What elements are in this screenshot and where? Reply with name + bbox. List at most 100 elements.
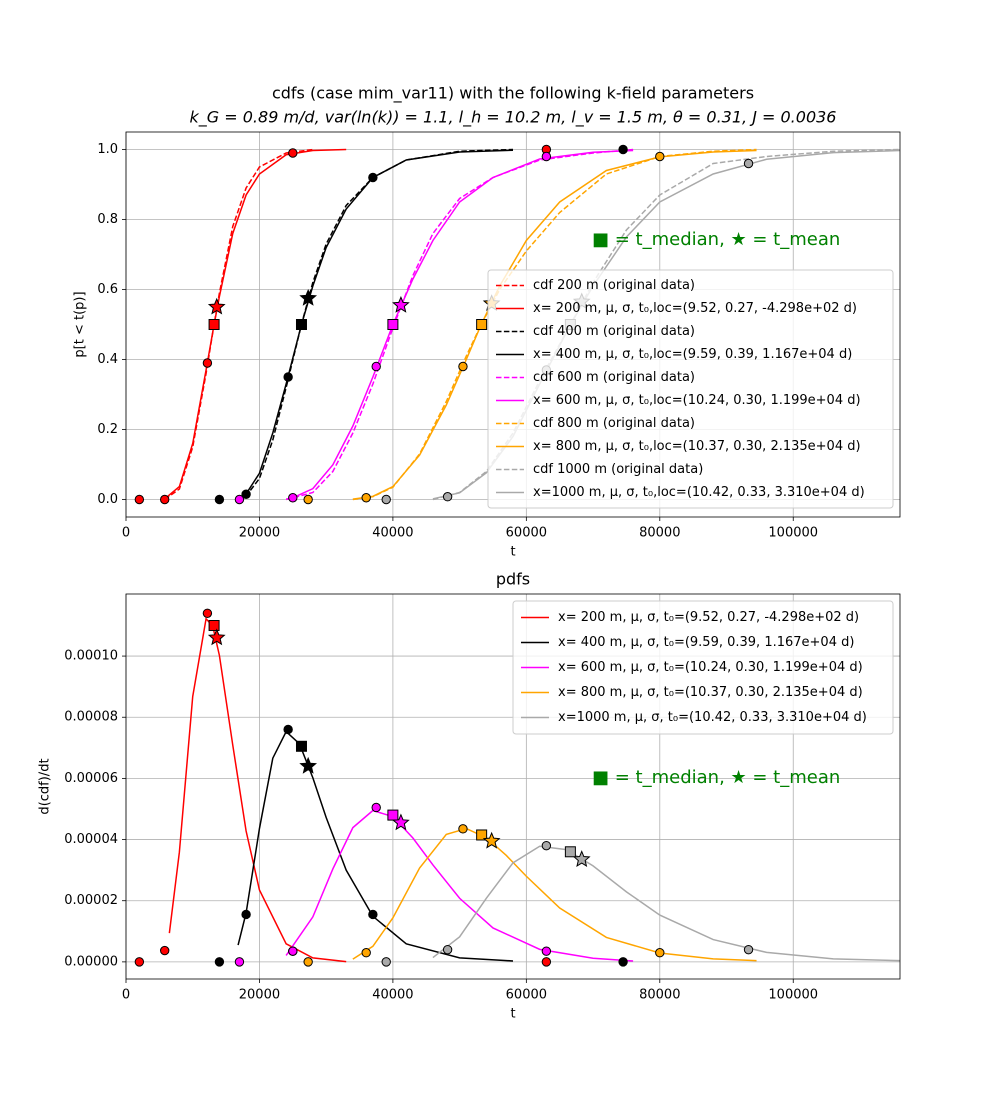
y-tick-label: 0.00006 [64, 771, 118, 786]
point-marker [214, 957, 225, 967]
x-tick-label: 80000 [639, 988, 680, 1003]
point-marker [283, 372, 293, 382]
point-marker [371, 361, 381, 372]
point-marker [368, 172, 378, 183]
point-marker [234, 494, 245, 505]
y-tick-label: 0.00008 [64, 710, 118, 725]
median-marker [208, 319, 220, 330]
axes-frame [125, 131, 901, 518]
point-marker [160, 494, 170, 505]
point-marker [655, 948, 665, 958]
point-marker [458, 361, 468, 372]
x-axis-label: t [510, 545, 515, 560]
mean-marker [572, 850, 591, 867]
legend-label: cdf 600 m (original data) [533, 370, 695, 385]
series-line [285, 809, 634, 962]
legend-box [512, 600, 894, 735]
x-tick-label: 80000 [639, 526, 680, 541]
point-marker [458, 824, 468, 834]
point-marker [283, 724, 293, 735]
legend-label: x= 800 m, μ, σ, t₀,loc=(10.37, 0.30, 2.1… [533, 439, 861, 454]
mean-marker [207, 628, 226, 646]
mean-marker [299, 288, 318, 306]
legend-label: x= 800 m, μ, σ, t₀=(10.37, 0.30, 2.135e+… [558, 685, 863, 700]
point-marker [303, 957, 313, 967]
point-marker [743, 944, 754, 955]
y-tick-label: 0.6 [97, 282, 118, 297]
x-tick-label: 40000 [372, 988, 413, 1003]
point-marker [241, 489, 251, 499]
point-marker [541, 946, 552, 956]
legend-label: x= 400 m, μ, σ, t₀=(9.59, 0.39, 1.167e+0… [558, 635, 854, 650]
point-marker [381, 957, 391, 967]
axes-frame [125, 593, 901, 980]
y-tick-label: 0.00000 [64, 954, 118, 969]
point-marker [303, 494, 313, 505]
median-marker [387, 319, 399, 330]
point-marker [361, 493, 371, 503]
point-marker [442, 944, 453, 955]
y-tick-label: 0.00004 [64, 832, 118, 847]
point-marker [134, 957, 145, 967]
series-line [237, 148, 514, 501]
median-marker [387, 809, 399, 821]
plot: cdfs (case mim_var11) with the following… [73, 84, 901, 560]
point-marker [618, 957, 628, 967]
legend-label: x= 200 m, μ, σ, t₀,loc=(9.52, 0.27, -4.2… [533, 301, 857, 316]
annotation: ■ = t_median, ★ = t_mean [592, 767, 840, 788]
x-tick-label: 100000 [768, 526, 818, 541]
point-marker [655, 151, 665, 162]
legend-label: cdf 400 m (original data) [533, 324, 695, 339]
series-line [237, 730, 514, 962]
point-marker [288, 148, 298, 158]
point-marker [618, 144, 628, 155]
series-line [432, 845, 900, 962]
y-axis-label: d(cdf)/dt [38, 758, 53, 814]
x-tick-label: 0 [122, 526, 130, 541]
x-tick-label: 60000 [506, 526, 547, 541]
point-marker [214, 494, 225, 505]
legend-label: x= 600 m, μ, σ, t₀=(10.24, 0.30, 1.199e+… [558, 660, 863, 675]
x-tick-label: 20000 [239, 526, 280, 541]
median-marker [208, 619, 220, 631]
mean-marker [482, 831, 501, 849]
series-line [237, 149, 514, 499]
chart-title: pdfs [496, 570, 530, 589]
mean-marker [392, 813, 410, 831]
point-marker [241, 909, 251, 920]
point-marker [202, 358, 213, 368]
point-marker [541, 151, 552, 162]
point-marker [541, 840, 552, 851]
y-tick-label: 1.0 [97, 142, 118, 157]
median-marker [295, 740, 307, 752]
legend-label: cdf 1000 m (original data) [533, 462, 703, 477]
legend-label: x= 600 m, μ, σ, t₀,loc=(10.24, 0.30, 1.1… [533, 393, 861, 408]
y-tick-label: 0.0 [97, 492, 118, 507]
legend-label: x= 400 m, μ, σ, t₀,loc=(9.59, 0.39, 1.16… [533, 347, 852, 362]
series-group [168, 617, 900, 963]
legend-box [487, 269, 894, 509]
point-marker [743, 158, 754, 169]
median-marker [476, 319, 488, 330]
y-tick-label: 0.4 [97, 352, 118, 367]
legend-label: x=1000 m, μ, σ, t₀=(10.42, 0.33, 3.310e+… [558, 710, 867, 725]
y-axis-label: p[t < t(p)] [73, 291, 88, 357]
median-marker [476, 829, 488, 841]
x-axis-label: t [510, 1007, 515, 1022]
chart-subtitle: k_G = 0.89 m/d, var(ln(k)) = 1.1, l_h = … [190, 108, 837, 128]
median-marker [564, 846, 576, 858]
point-marker [361, 948, 371, 958]
point-marker [234, 957, 245, 967]
plot: pdfs 0 20000 40000 60000 80000 100000 0.00000 0.… [38, 570, 901, 1022]
median-marker [295, 319, 307, 330]
mean-marker [392, 295, 410, 313]
y-tick-label: 0.2 [97, 422, 118, 437]
series-line [285, 148, 634, 501]
mean-marker [299, 756, 318, 774]
y-tick-label: 0.8 [97, 212, 118, 227]
x-tick-label: 100000 [768, 988, 818, 1003]
point-marker [541, 957, 552, 967]
y-tick-label: 0.00002 [64, 893, 118, 908]
